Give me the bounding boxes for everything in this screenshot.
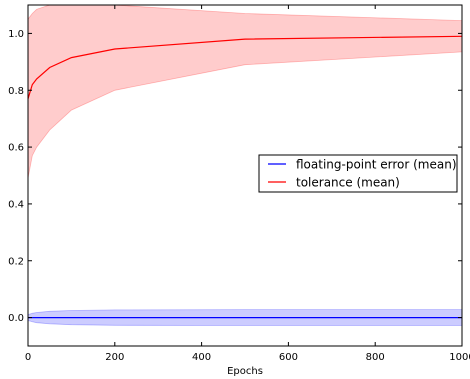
legend-label: floating-point error (mean) — [296, 158, 457, 172]
legend-label: tolerance (mean) — [296, 176, 400, 190]
x-tick-label: 0 — [25, 352, 31, 363]
y-tick-label: 0.6 — [8, 143, 24, 154]
y-tick-label: 0.8 — [8, 86, 24, 97]
legend-box — [258, 154, 458, 193]
x-axis-title: Epochs — [227, 366, 263, 377]
y-tick-label: 0.0 — [8, 313, 24, 324]
plot-frame — [27, 4, 463, 347]
y-tick-label: 0.2 — [8, 256, 24, 267]
y-axis-ticks: 0.0 0.2 0.4 0.6 0.8 1.0 — [8, 29, 462, 324]
x-tick-label: 400 — [192, 352, 211, 363]
y-tick-label: 1.0 — [8, 29, 24, 40]
series-lines — [28, 35, 462, 319]
legend: floating-point error (mean) tolerance (me… — [258, 154, 458, 193]
x-tick-label: 600 — [279, 352, 298, 363]
y-tick-label: 0.4 — [8, 199, 24, 210]
x-tick-label: 800 — [366, 352, 385, 363]
x-tick-label: 200 — [105, 352, 124, 363]
line-series-1 — [28, 35, 462, 99]
band-series-1 — [28, 5, 462, 179]
